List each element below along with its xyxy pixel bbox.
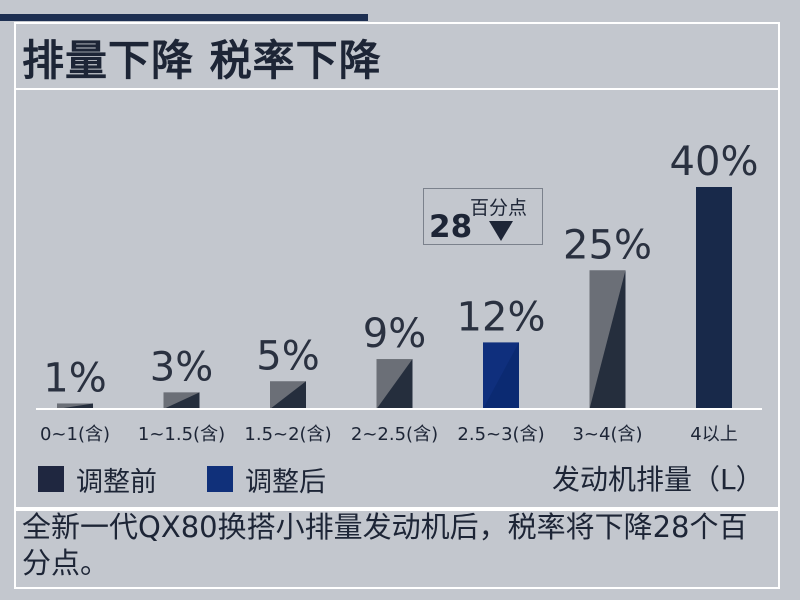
title-divider: [14, 88, 780, 90]
bar-shade: [163, 392, 200, 409]
data-label: 25%: [563, 222, 652, 268]
x-tick-label: 3~4(含): [572, 424, 642, 445]
bar-shade: [270, 381, 306, 409]
data-label: 40%: [670, 139, 759, 185]
x-tick-label: 2~2.5(含): [351, 424, 438, 445]
bar: [696, 187, 732, 409]
callout-box: 百分点 28: [423, 188, 543, 245]
legend-item-after: 调整后: [207, 462, 326, 498]
legend-swatch-after: [207, 466, 233, 492]
callout-unit: 百分点: [470, 197, 528, 219]
note-frame: [14, 509, 780, 589]
data-label: 3%: [150, 344, 213, 390]
data-label: 9%: [363, 311, 426, 357]
x-tick-label: 2.5~3(含): [457, 424, 544, 445]
x-tick-label: 0~1(含): [40, 424, 110, 445]
chart-frame: [14, 22, 780, 509]
x-tick-label: 1~1.5(含): [138, 424, 225, 445]
bar-shade: [589, 270, 626, 409]
legend-item-before: 调整前: [38, 462, 157, 498]
page-title: 排量下降 税率下降: [22, 36, 382, 85]
legend-swatch-before: [38, 466, 64, 492]
legend-label-after: 调整后: [245, 466, 326, 498]
note-text: 全新一代QX80换搭小排量发动机后，税率将下降28个百分点。: [22, 510, 748, 580]
axis-unit-label: 发动机排量（L）: [552, 463, 764, 496]
data-label: 5%: [256, 333, 319, 379]
down-arrow-icon: [489, 221, 513, 241]
legend-label-before: 调整前: [76, 466, 157, 498]
bar-shade: [57, 403, 93, 409]
x-tick-label: 1.5~2(含): [244, 424, 331, 445]
data-label: 1%: [43, 355, 106, 401]
callout-value: 28: [429, 209, 473, 245]
bar-shade: [376, 359, 413, 409]
title-accent-bar: [0, 14, 368, 21]
x-tick-label: 4以上: [690, 424, 737, 445]
bar-shade: [483, 342, 519, 409]
data-label: 12%: [457, 294, 546, 340]
